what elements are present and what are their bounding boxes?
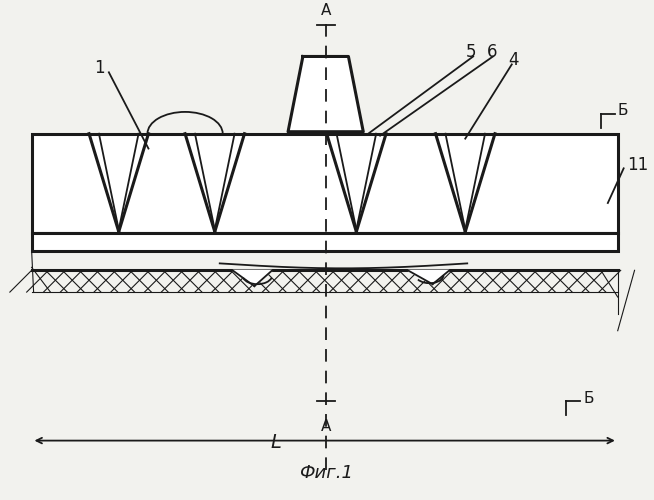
Text: 5: 5: [466, 42, 477, 60]
Bar: [31, 232, 618, 250]
Text: 6: 6: [487, 42, 497, 60]
Text: 11: 11: [628, 156, 649, 174]
Polygon shape: [288, 56, 363, 132]
Text: 1: 1: [94, 60, 104, 78]
Polygon shape: [233, 270, 272, 286]
Text: Б: Б: [583, 390, 594, 406]
Text: 4: 4: [509, 52, 519, 70]
Text: А: А: [320, 3, 331, 18]
Bar: [31, 134, 618, 232]
Text: Б: Б: [618, 104, 628, 118]
Text: А: А: [320, 419, 331, 434]
Text: L: L: [271, 433, 282, 452]
Polygon shape: [408, 270, 449, 284]
Text: Фиг.1: Фиг.1: [299, 464, 353, 482]
